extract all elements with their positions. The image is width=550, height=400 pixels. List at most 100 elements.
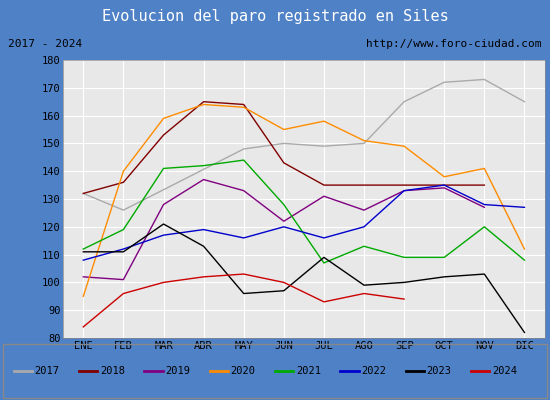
2021 — [240, 158, 247, 162]
Text: 2023: 2023 — [427, 366, 452, 376]
Line: 2017: 2017 — [83, 80, 525, 210]
2024 — [401, 297, 408, 302]
2019 — [280, 219, 287, 224]
2017 — [481, 77, 488, 82]
2021 — [160, 166, 167, 171]
2022 — [240, 236, 247, 240]
2019 — [321, 194, 327, 199]
2021 — [441, 255, 448, 260]
2020 — [200, 102, 207, 107]
2022 — [280, 224, 287, 229]
Text: 2019: 2019 — [166, 366, 190, 376]
2024 — [240, 272, 247, 276]
2023 — [80, 250, 86, 254]
2021 — [200, 163, 207, 168]
Line: 2021: 2021 — [83, 160, 525, 263]
Text: 2024: 2024 — [492, 366, 517, 376]
2023 — [441, 274, 448, 279]
2023 — [361, 283, 367, 288]
2022 — [321, 236, 327, 240]
2018 — [200, 99, 207, 104]
2017 — [80, 191, 86, 196]
2022 — [200, 227, 207, 232]
2022 — [361, 224, 367, 229]
2020 — [401, 144, 408, 148]
2019 — [481, 205, 488, 210]
2017 — [401, 99, 408, 104]
Text: 2018: 2018 — [100, 366, 125, 376]
2022 — [160, 233, 167, 238]
2020 — [280, 127, 287, 132]
2022 — [120, 247, 127, 252]
2023 — [401, 280, 408, 285]
Line: 2023: 2023 — [83, 224, 525, 332]
2024 — [80, 324, 86, 329]
2021 — [521, 258, 528, 262]
2018 — [321, 183, 327, 188]
2019 — [160, 202, 167, 207]
2020 — [80, 294, 86, 299]
2020 — [120, 169, 127, 174]
2024 — [280, 280, 287, 285]
2022 — [441, 183, 448, 188]
2023 — [280, 288, 287, 293]
2017 — [521, 99, 528, 104]
2020 — [481, 166, 488, 171]
2023 — [160, 222, 167, 226]
2023 — [240, 291, 247, 296]
2021 — [280, 202, 287, 207]
2020 — [521, 247, 528, 252]
2021 — [80, 247, 86, 252]
2017 — [240, 146, 247, 151]
2018 — [441, 183, 448, 188]
2018 — [280, 160, 287, 165]
2017 — [280, 141, 287, 146]
2021 — [120, 227, 127, 232]
2020 — [441, 174, 448, 179]
2018 — [361, 183, 367, 188]
2023 — [481, 272, 488, 276]
2019 — [120, 277, 127, 282]
2023 — [120, 250, 127, 254]
Line: 2024: 2024 — [83, 274, 404, 327]
2021 — [321, 260, 327, 265]
2017 — [441, 80, 448, 85]
2023 — [200, 244, 207, 249]
Text: 2022: 2022 — [361, 366, 386, 376]
2023 — [521, 330, 528, 335]
2024 — [160, 280, 167, 285]
2022 — [521, 205, 528, 210]
2024 — [361, 291, 367, 296]
2021 — [401, 255, 408, 260]
2023 — [321, 255, 327, 260]
2021 — [361, 244, 367, 249]
Text: 2017: 2017 — [35, 366, 59, 376]
2022 — [401, 188, 408, 193]
2017 — [361, 141, 367, 146]
2022 — [481, 202, 488, 207]
2020 — [240, 105, 247, 110]
Text: http://www.foro-ciudad.com: http://www.foro-ciudad.com — [366, 39, 542, 49]
2018 — [80, 191, 86, 196]
2019 — [80, 274, 86, 279]
2019 — [441, 186, 448, 190]
Text: Evolucion del paro registrado en Siles: Evolucion del paro registrado en Siles — [102, 9, 448, 24]
2019 — [361, 208, 367, 212]
2018 — [160, 133, 167, 138]
2020 — [321, 119, 327, 124]
2024 — [120, 291, 127, 296]
Text: 2017 - 2024: 2017 - 2024 — [8, 39, 82, 49]
2018 — [120, 180, 127, 185]
Line: 2020: 2020 — [83, 104, 525, 296]
2020 — [160, 116, 167, 121]
Text: 2021: 2021 — [296, 366, 321, 376]
2018 — [401, 183, 408, 188]
2018 — [481, 183, 488, 188]
2020 — [361, 138, 367, 143]
2021 — [481, 224, 488, 229]
2022 — [80, 258, 86, 262]
2024 — [321, 300, 327, 304]
Line: 2018: 2018 — [83, 102, 485, 194]
2019 — [200, 177, 207, 182]
Line: 2022: 2022 — [83, 185, 525, 260]
